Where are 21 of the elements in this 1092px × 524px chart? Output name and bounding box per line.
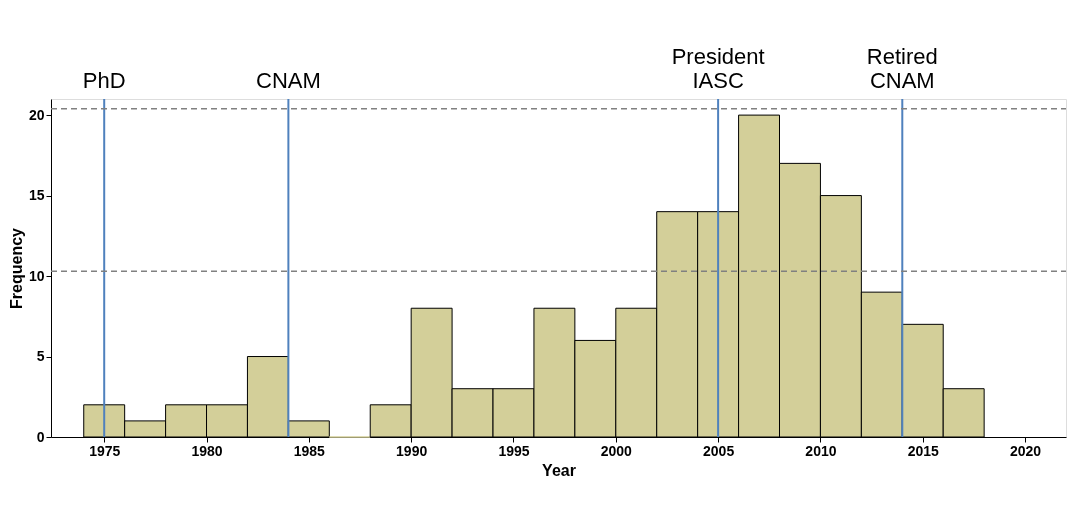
x-tick-label: 2010 — [805, 442, 837, 459]
x-tick-label: 2000 — [600, 442, 633, 459]
x-tick-label: 1980 — [191, 442, 223, 459]
x-tick-label: 1975 — [89, 442, 121, 459]
x-tick-label: 1990 — [396, 442, 428, 459]
ref-line-label: PhD — [82, 68, 126, 93]
x-tick-label: 2015 — [907, 442, 940, 459]
x-tick-label: 1995 — [498, 442, 530, 459]
y-tick-label: 15 — [28, 187, 45, 204]
x-tick-label: 2020 — [1009, 442, 1042, 459]
y-tick-label: 5 — [36, 348, 45, 365]
x-tick-label: 2005 — [703, 442, 735, 459]
ref-line-label: President IASC — [671, 44, 765, 93]
y-axis-title: Frequency — [7, 227, 25, 309]
x-axis-title: Year — [542, 461, 576, 479]
ref-line-label: CNAM — [255, 68, 321, 93]
ref-line-label: Retired CNAM — [866, 44, 938, 93]
y-tick-label: 0 — [36, 428, 45, 445]
x-tick-label: 1985 — [293, 442, 326, 459]
y-tick-label: 10 — [28, 267, 45, 284]
y-tick-label: 20 — [28, 106, 45, 123]
